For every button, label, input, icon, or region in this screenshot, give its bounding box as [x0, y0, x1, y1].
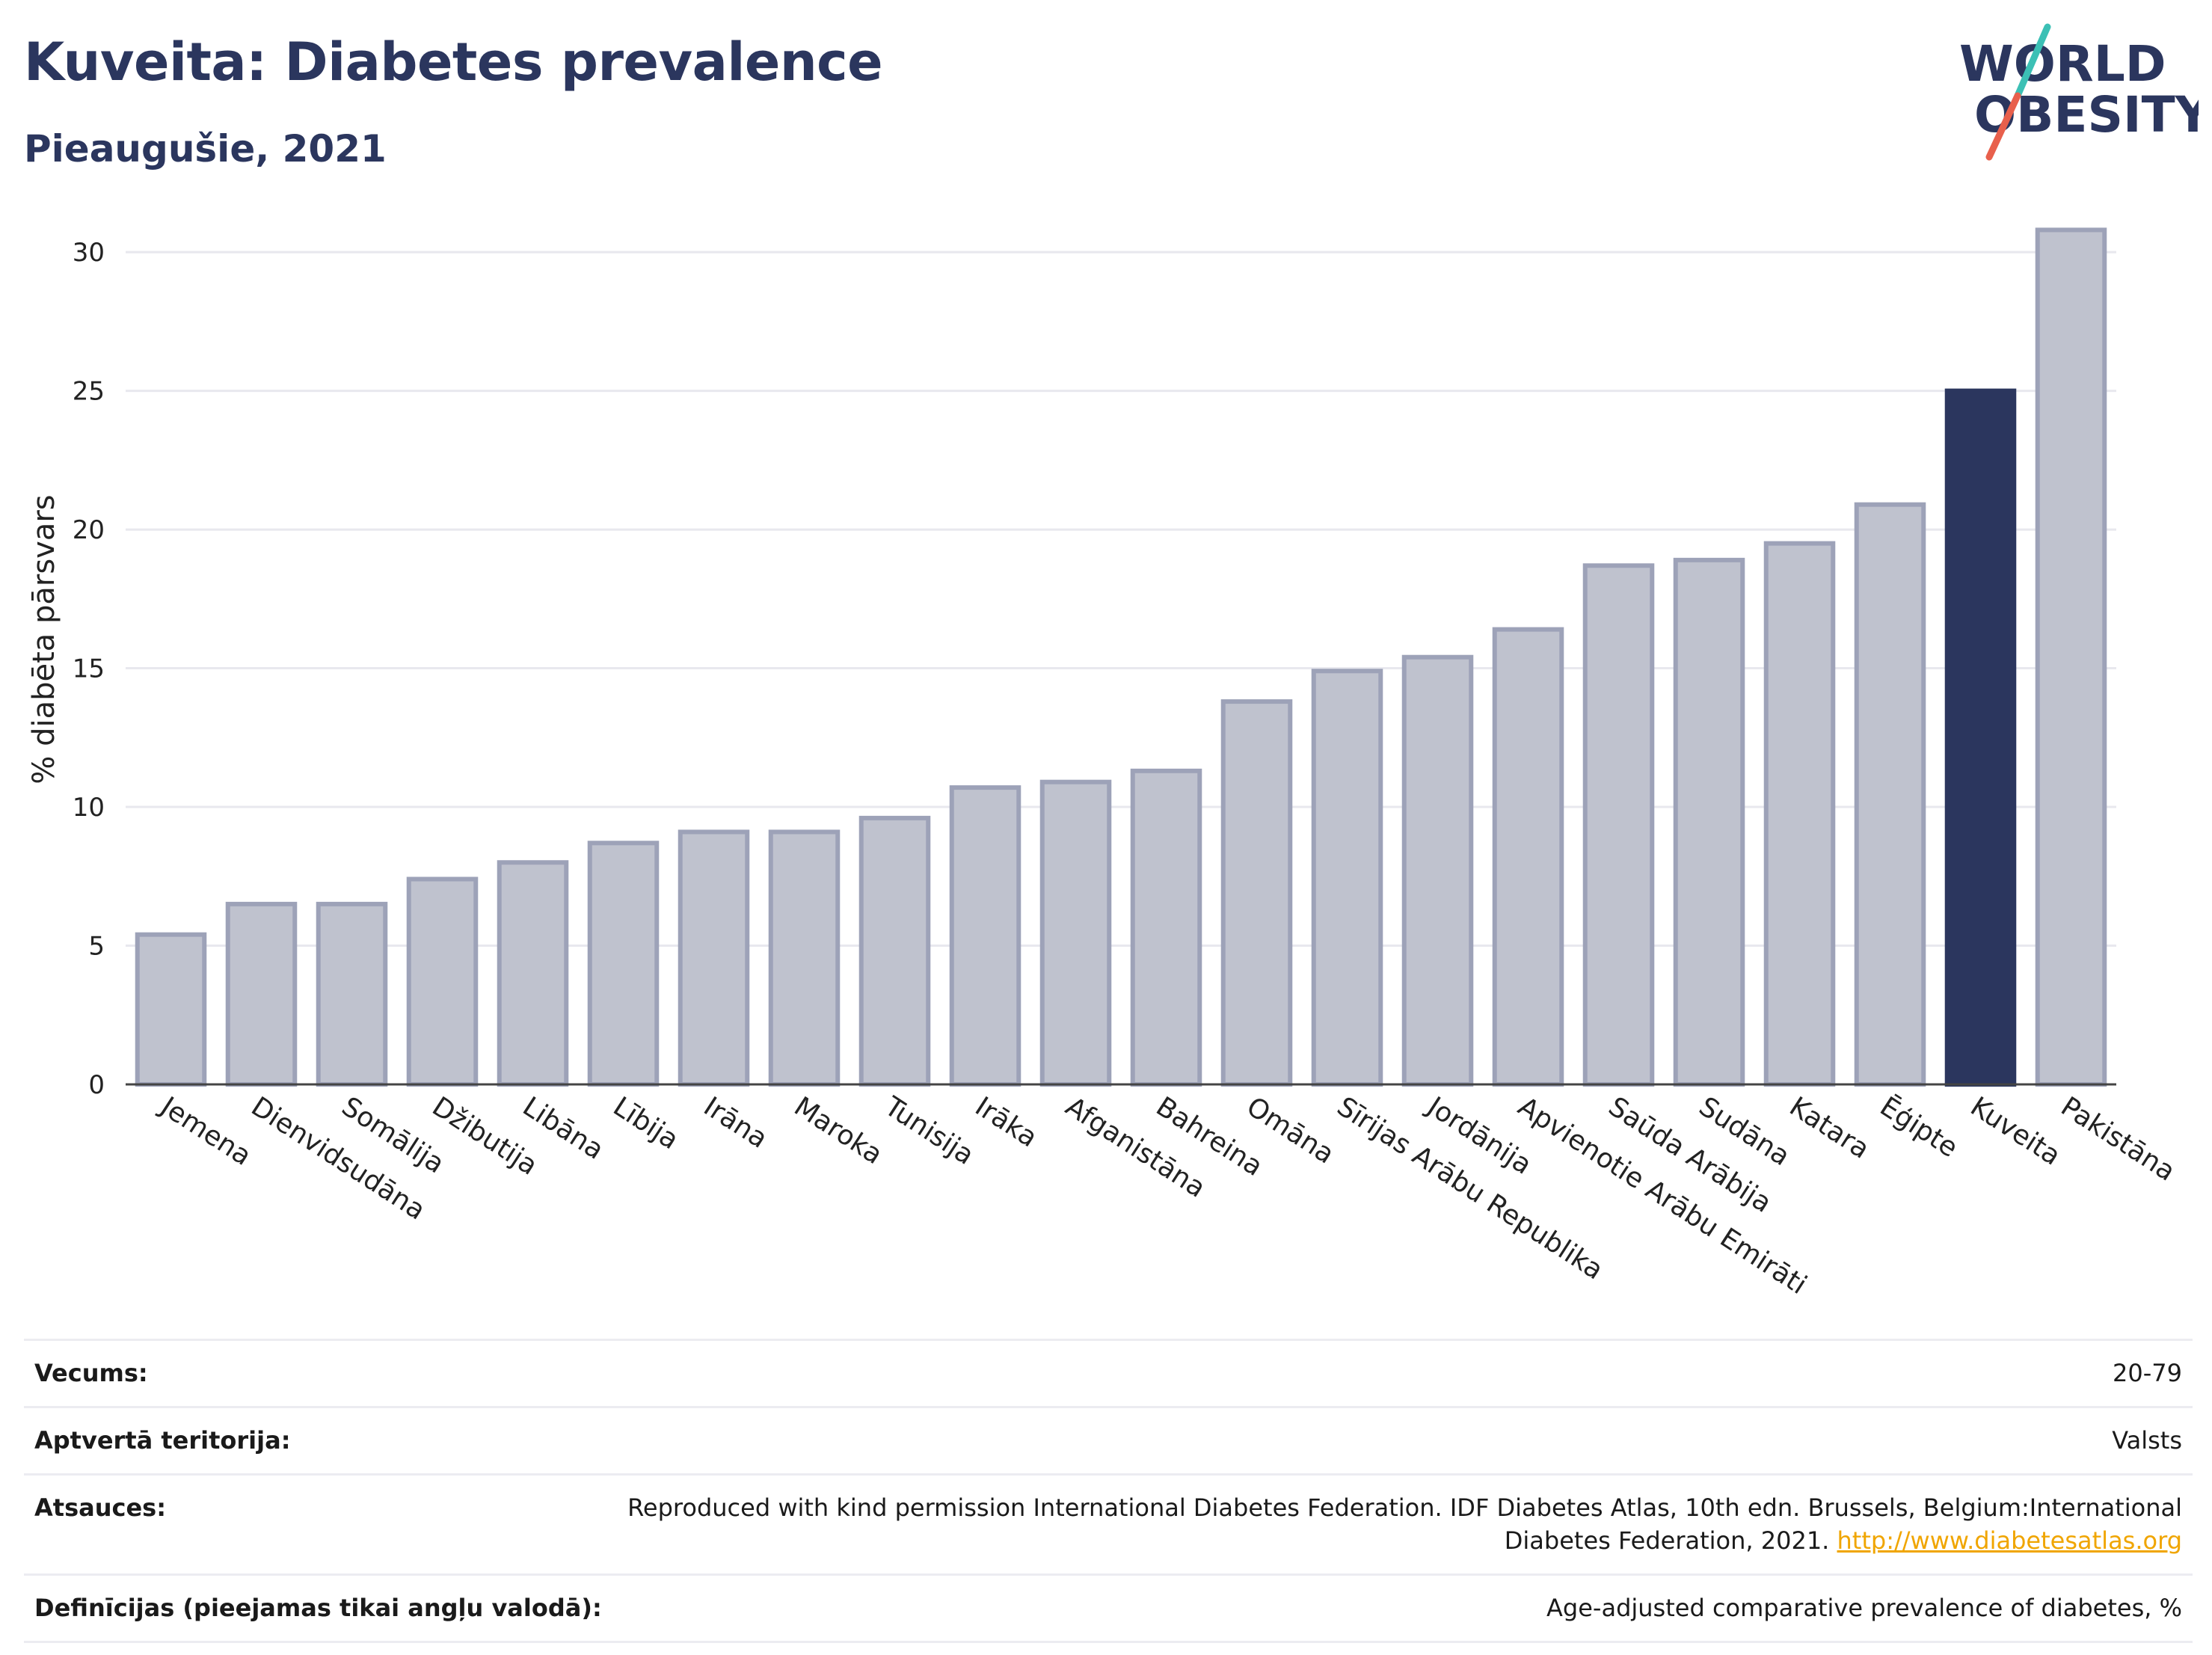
chart-subtitle: Pieaugušie, 2021 — [24, 127, 387, 171]
x-tick-label: Jemena — [154, 1090, 256, 1172]
logo-slash-teal — [2014, 23, 2051, 99]
bar — [858, 815, 931, 1087]
meta-value: Valsts — [613, 1406, 2193, 1475]
meta-row-references: Atsauces: Reproduced with kind permissio… — [24, 1473, 2193, 1575]
world-obesity-logo: WORLD OBESITY — [1959, 23, 2199, 161]
meta-value: 20-79 — [613, 1338, 2193, 1407]
bar — [497, 860, 569, 1087]
bar — [1582, 563, 1655, 1087]
y-tick-label: 0 — [88, 1070, 105, 1100]
y-tick-label: 25 — [73, 377, 105, 407]
x-tick-label: Katara — [1784, 1091, 1875, 1165]
meta-value: Age-adjusted comparative prevalence of d… — [613, 1573, 2193, 1643]
bar — [1039, 779, 1112, 1087]
x-tick-label: Kuveita — [1965, 1091, 2066, 1172]
y-tick-label: 5 — [88, 932, 105, 962]
logo-text-world: WORLD — [1959, 35, 2166, 93]
bar — [2035, 227, 2107, 1087]
x-tick-label: Tunisija — [879, 1091, 980, 1171]
bar — [1401, 654, 1474, 1087]
bar — [135, 932, 207, 1087]
meta-row-age: Vecums: 20-79 — [24, 1338, 2193, 1407]
bar — [587, 841, 660, 1087]
metadata-table: Vecums: 20-79 Aptvertā teritorija: Valst… — [24, 1338, 2193, 1643]
bar-highlight — [1944, 388, 2017, 1087]
x-tick-label: Maroka — [789, 1091, 888, 1170]
y-tick-label: 20 — [73, 515, 105, 545]
bar — [678, 829, 750, 1087]
x-tick-label: Irāna — [698, 1091, 773, 1155]
x-tick-label: Pakistāna — [2056, 1091, 2181, 1188]
y-tick-label: 30 — [73, 238, 105, 268]
meta-key: Atsauces: — [24, 1473, 613, 1575]
x-tick-label: Irāka — [970, 1091, 1043, 1153]
bar — [1854, 502, 1926, 1087]
reference-text: Reproduced with kind permission Internat… — [627, 1493, 2182, 1555]
bar — [316, 901, 388, 1087]
chart-title: Kuveita: Diabetes prevalence — [24, 31, 883, 93]
bar — [1492, 627, 1564, 1087]
bar — [1130, 768, 1202, 1087]
reference-link[interactable]: http://www.diabetesatlas.org — [1837, 1526, 2182, 1555]
bar — [1311, 669, 1383, 1087]
bar — [949, 785, 1021, 1087]
x-tick-label: Lībija — [608, 1091, 684, 1155]
bar — [1673, 557, 1745, 1087]
bar — [768, 829, 841, 1087]
x-tick-label: Ēģipte — [1875, 1091, 1964, 1164]
y-tick-label: 10 — [73, 793, 105, 823]
meta-key: Definīcijas (pieejamas tikai angļu valod… — [24, 1573, 613, 1643]
meta-value: Reproduced with kind permission Internat… — [613, 1473, 2193, 1575]
meta-key: Vecums: — [24, 1338, 613, 1407]
bar — [1220, 699, 1293, 1087]
logo-slash-red — [1985, 92, 2021, 161]
meta-key: Aptvertā teritorija: — [24, 1406, 613, 1475]
bar — [225, 901, 298, 1087]
y-axis-label: % diabēta pārsvars — [27, 494, 61, 784]
y-tick-label: 15 — [73, 654, 105, 684]
bar — [1763, 541, 1836, 1087]
meta-row-definitions: Definīcijas (pieejamas tikai angļu valod… — [24, 1573, 2193, 1643]
bar — [406, 876, 479, 1087]
meta-row-coverage: Aptvertā teritorija: Valsts — [24, 1406, 2193, 1475]
